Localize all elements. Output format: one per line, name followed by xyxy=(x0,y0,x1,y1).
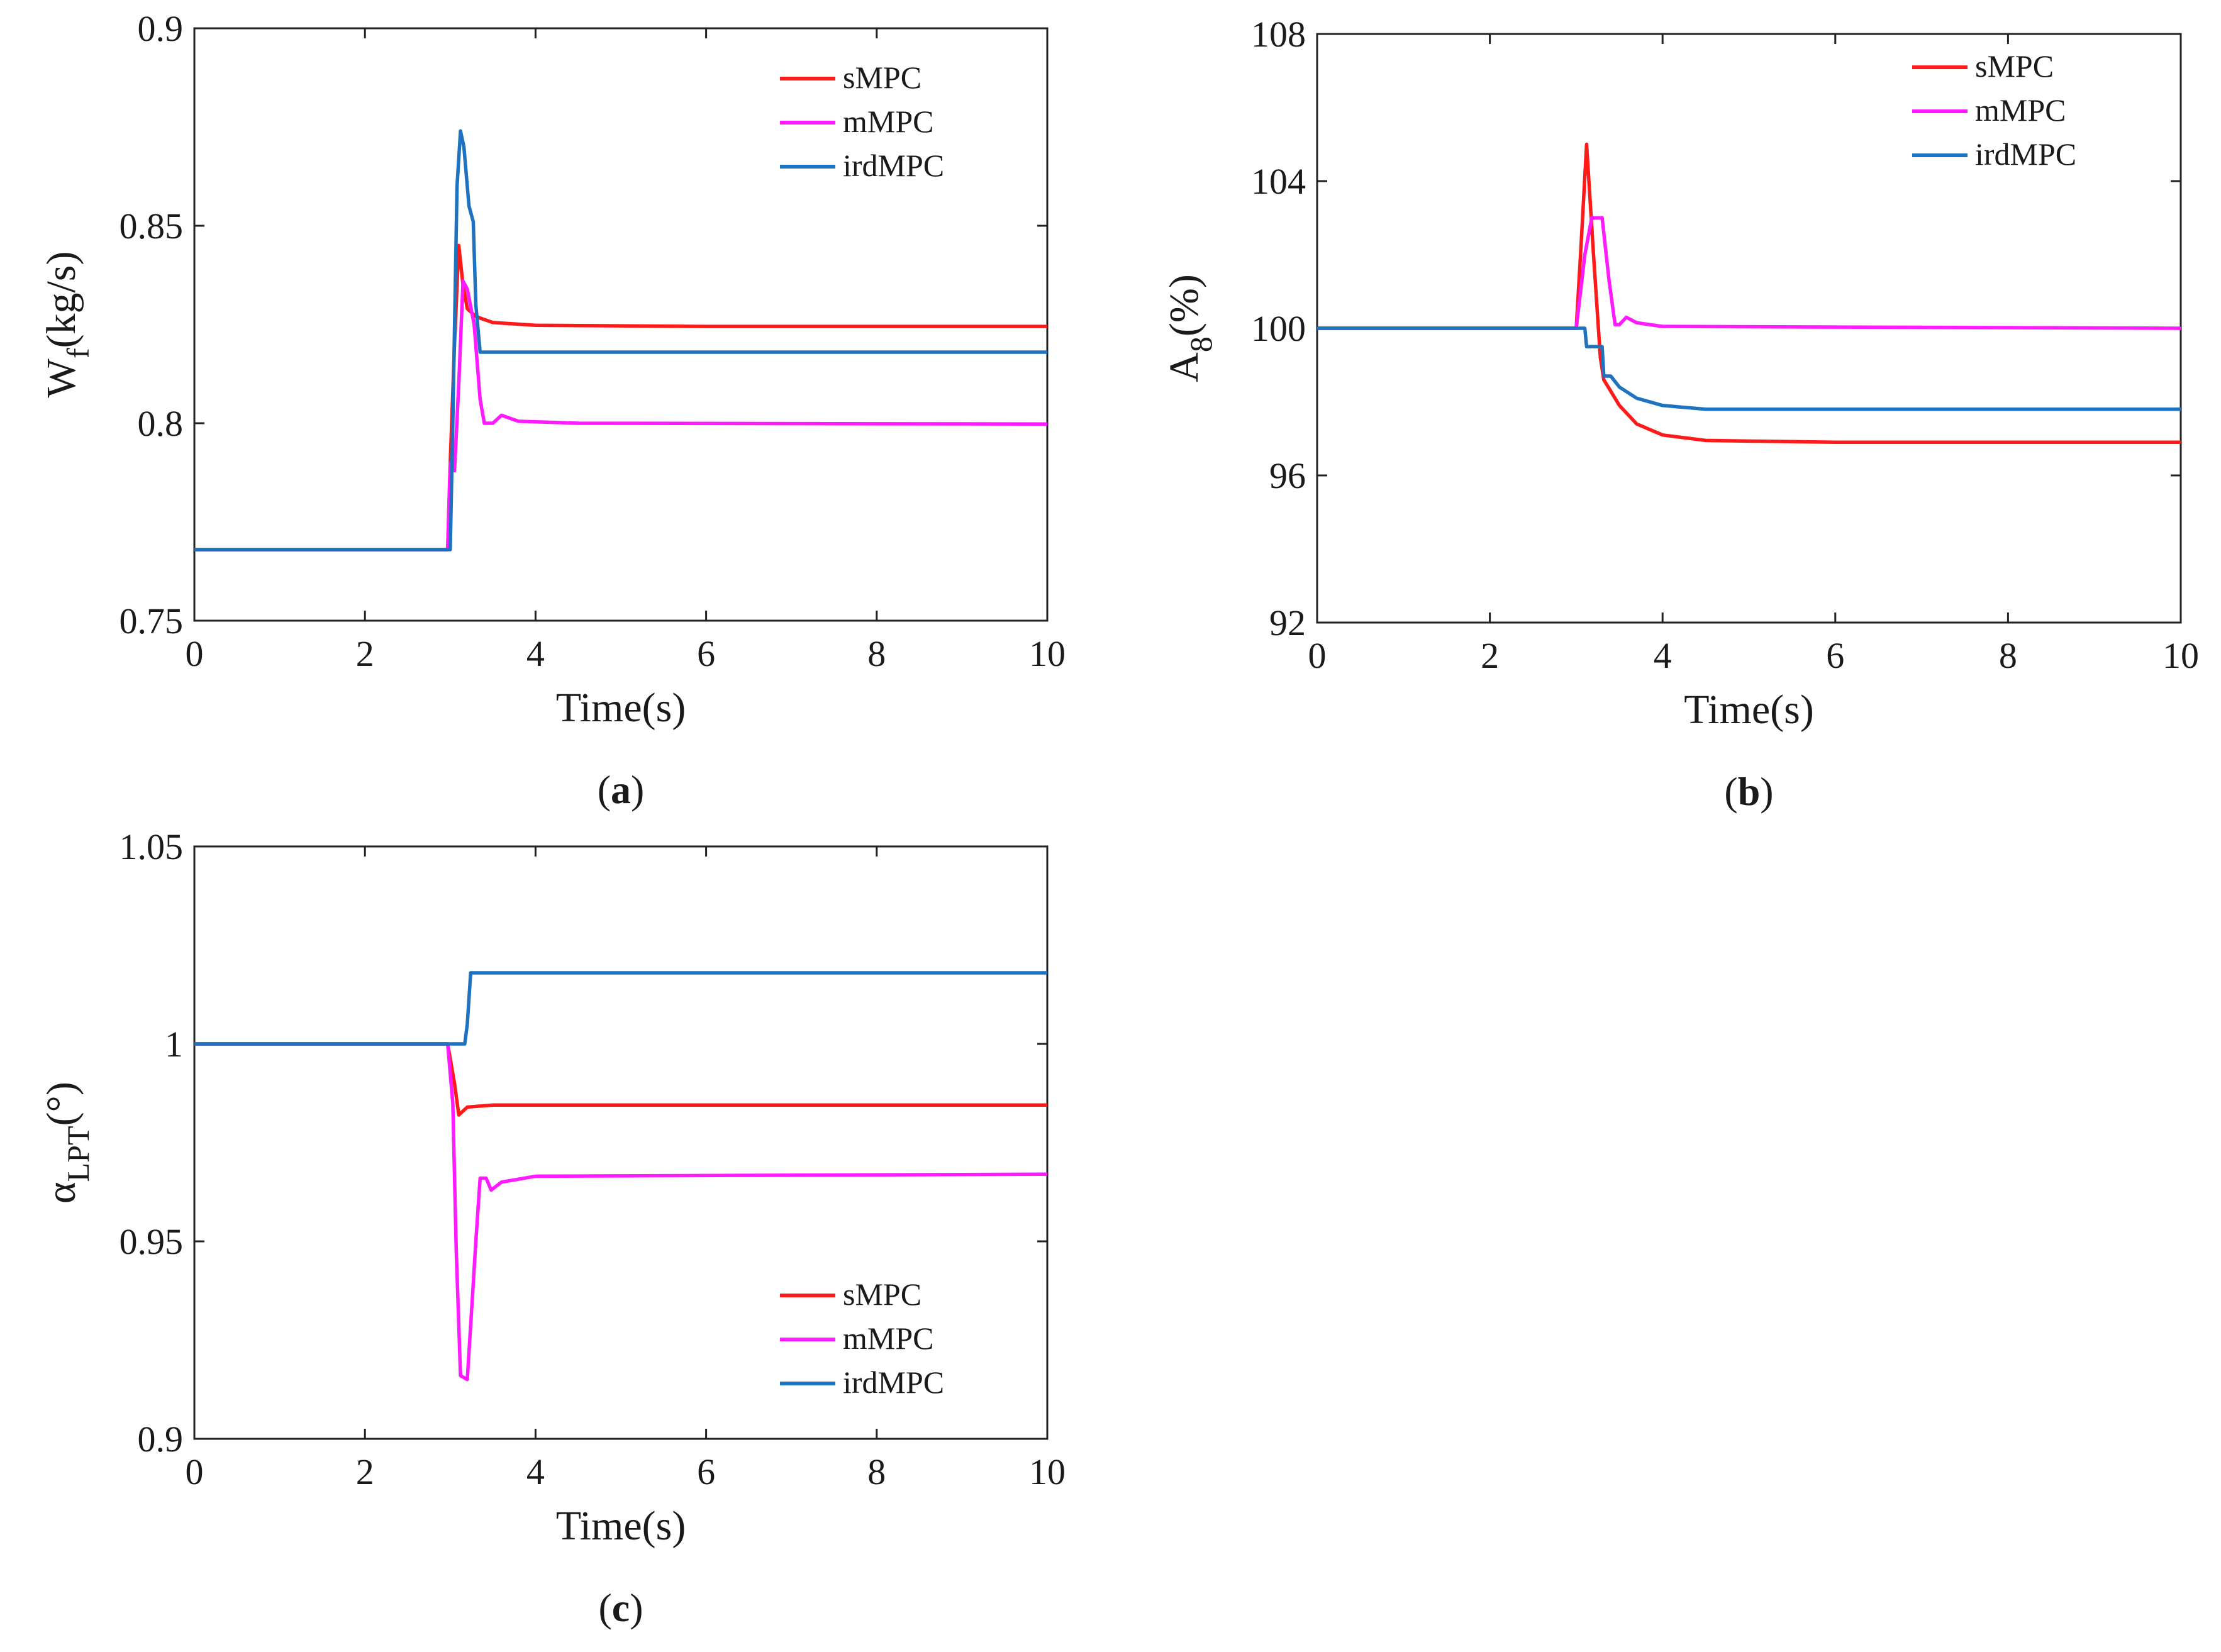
chart-a: 0 2 4 6 8 10 0.75 0.8 0.85 0.9 sMPC mMPC irdMPC Time(… xyxy=(38,8,1066,812)
plot-frame xyxy=(193,845,1049,1440)
y-axis-label-unit: (°) xyxy=(38,1082,84,1126)
legend-label: sMPC xyxy=(843,1277,921,1312)
y-axis-label-unit: (kg/s) xyxy=(38,252,84,348)
y-tick-label: 0.95 xyxy=(120,1221,184,1262)
legend-label: sMPC xyxy=(843,60,921,95)
y-tick-label: 1.05 xyxy=(120,826,184,867)
y-axis-label-sub: f xyxy=(60,348,96,358)
y-tick-label: 92 xyxy=(1269,602,1306,643)
legend-label: mMPC xyxy=(843,1321,934,1356)
x-tick-label: 8 xyxy=(867,1451,886,1492)
caption-close: ) xyxy=(630,1585,643,1630)
x-tick-label: 6 xyxy=(697,633,715,674)
x-tick-label: 0 xyxy=(186,633,204,674)
x-tick-label: 8 xyxy=(867,633,886,674)
panel-caption: (a) xyxy=(598,767,645,812)
x-tick-label: 10 xyxy=(2163,635,2199,676)
x-axis-label: Time(s) xyxy=(1684,687,1814,733)
x-tick-label: 2 xyxy=(1481,635,1499,676)
series-line-sMPC xyxy=(1317,142,2181,445)
x-tick-label: 8 xyxy=(1999,635,2017,676)
x-tick-label: 0 xyxy=(1308,635,1327,676)
y-tick-label: 0.85 xyxy=(120,206,184,247)
y-tick-label: 0.8 xyxy=(138,403,184,444)
caption-open: ( xyxy=(1724,769,1737,814)
y-axis-label-main: W xyxy=(38,358,84,397)
y-tick-label: 100 xyxy=(1251,308,1306,349)
y-tick-label: 0.9 xyxy=(138,8,184,49)
caption-close: ) xyxy=(1760,769,1773,814)
y-tick-label: 96 xyxy=(1269,455,1306,496)
legend-label: irdMPC xyxy=(843,148,944,183)
chart-c: 0 2 4 6 8 10 0.9 0.95 1 1.05 sMPC mMPC irdMPC Time(s)… xyxy=(38,826,1066,1630)
x-axis-label: Time(s) xyxy=(556,685,686,731)
x-tick-label: 10 xyxy=(1029,1451,1066,1492)
x-tick-label: 6 xyxy=(1826,635,1844,676)
caption-open: ( xyxy=(598,1585,611,1630)
caption-letter: c xyxy=(612,1585,630,1630)
legend-label: sMPC xyxy=(1975,48,2054,84)
chart-b: 0 2 4 6 8 10 92 96 100 104 108 sMPC mMPC irdMPC Time(s… xyxy=(1161,14,2199,814)
caption-open: ( xyxy=(598,767,611,812)
panel-caption: (b) xyxy=(1724,769,1773,814)
series-line-sMPC xyxy=(194,1042,1047,1117)
x-tick-label: 2 xyxy=(356,633,374,674)
panel-caption: (c) xyxy=(598,1585,643,1630)
series-line-mMPC xyxy=(194,279,1048,552)
y-axis-label-main: α xyxy=(38,1182,84,1204)
y-axis-label: Wf(kg/s) xyxy=(38,252,96,398)
series-line-irdMPC xyxy=(194,971,1047,1046)
y-axis-label-unit: (%) xyxy=(1161,274,1207,336)
x-tick-label: 4 xyxy=(526,633,545,674)
x-tick-label: 4 xyxy=(526,1451,545,1492)
x-tick-label: 4 xyxy=(1654,635,1672,676)
plot-frame xyxy=(193,27,1049,622)
caption-letter: b xyxy=(1738,769,1761,814)
y-axis-label-main: A xyxy=(1161,352,1207,382)
y-tick-label: 108 xyxy=(1251,14,1306,55)
y-axis-label-sub: LPT xyxy=(60,1126,96,1182)
series-line-irdMPC xyxy=(1317,326,2181,411)
series-line-mMPC xyxy=(1317,216,2181,330)
legend-label: irdMPC xyxy=(843,1365,944,1400)
x-tick-label: 6 xyxy=(697,1451,715,1492)
x-axis-label: Time(s) xyxy=(556,1503,686,1549)
y-tick-label: 0.75 xyxy=(120,601,184,641)
y-tick-label: 1 xyxy=(165,1024,183,1065)
y-axis-label: A8(%) xyxy=(1161,274,1218,382)
y-tick-label: 0.9 xyxy=(138,1419,184,1460)
legend-label: mMPC xyxy=(843,104,934,139)
legend-label: mMPC xyxy=(1975,92,2066,128)
x-tick-label: 0 xyxy=(186,1451,204,1492)
x-tick-label: 2 xyxy=(356,1451,374,1492)
y-axis-label-sub: 8 xyxy=(1183,336,1218,352)
caption-close: ) xyxy=(631,767,644,812)
caption-letter: a xyxy=(611,767,631,812)
series-line-sMPC xyxy=(194,243,1047,552)
y-tick-label: 104 xyxy=(1251,161,1306,202)
y-axis-label: αLPT(°) xyxy=(38,1082,96,1204)
legend-label: irdMPC xyxy=(1975,136,2076,172)
series-line-mMPC xyxy=(194,1042,1048,1382)
x-tick-label: 10 xyxy=(1029,633,1066,674)
series-line-irdMPC xyxy=(194,129,1047,552)
